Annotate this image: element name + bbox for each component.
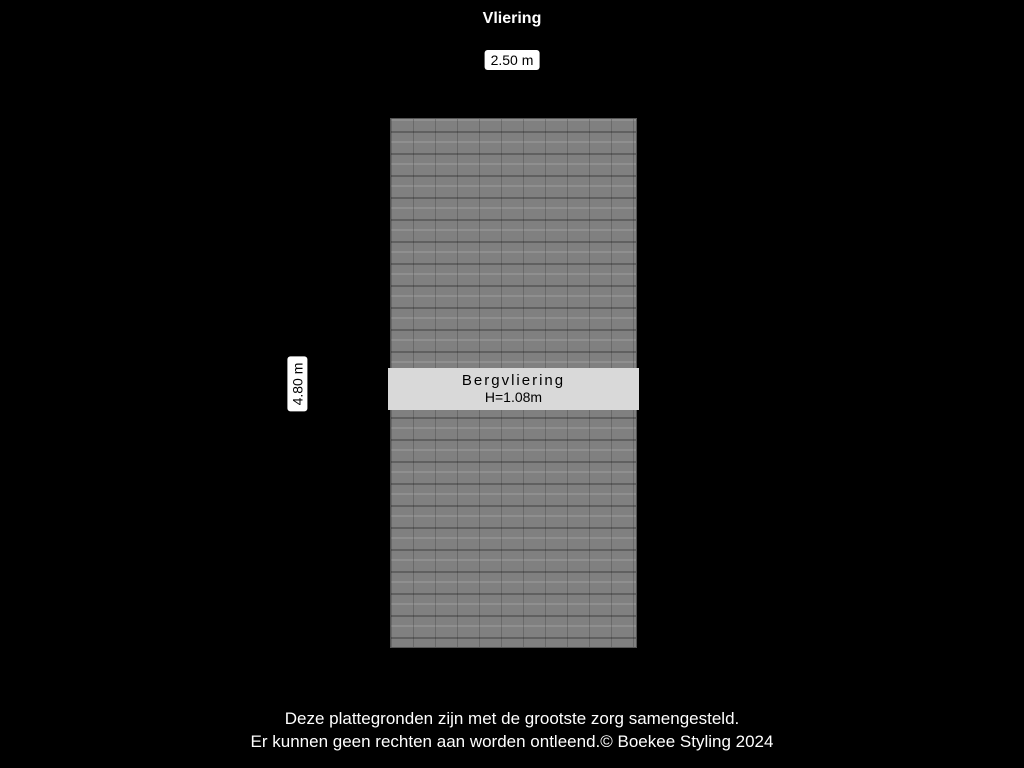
footer-disclaimer: Deze plattegronden zijn met de grootste … bbox=[251, 708, 774, 754]
dimension-height-label: 4.80 m bbox=[287, 357, 307, 412]
ridge-band: Bergvliering H=1.08m bbox=[388, 368, 639, 410]
page-title: Vliering bbox=[483, 10, 542, 28]
room-name: Bergvliering bbox=[462, 373, 565, 390]
footer-line-1: Deze plattegronden zijn met de grootste … bbox=[251, 708, 774, 731]
footer-line-2: Er kunnen geen rechten aan worden ontlee… bbox=[251, 731, 774, 754]
room-height: H=1.08m bbox=[485, 390, 542, 405]
dimension-width-label: 2.50 m bbox=[485, 50, 540, 70]
